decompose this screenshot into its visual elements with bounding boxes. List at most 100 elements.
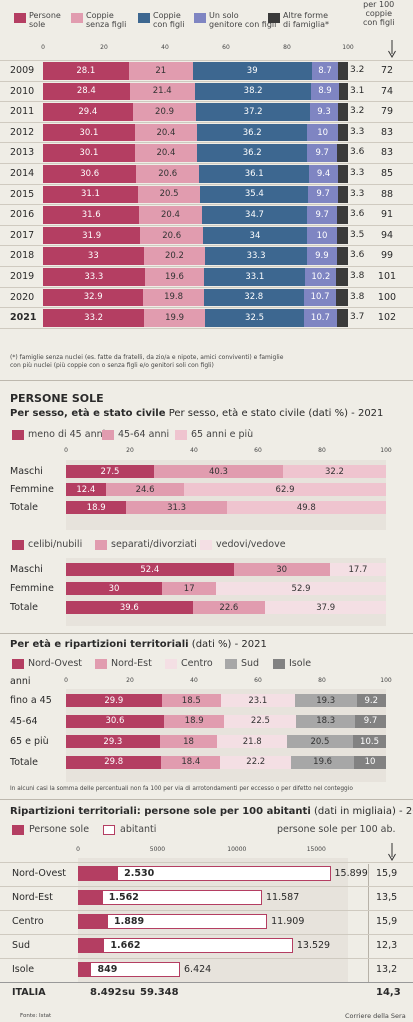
bar-segment: 8.9: [311, 82, 339, 101]
per100-value: 99: [380, 250, 394, 262]
bar-segment: 32.8: [203, 288, 304, 307]
bar-segment-altre: [337, 226, 348, 245]
bar-segment: 31.6: [43, 206, 140, 224]
legend-swatch: [14, 13, 26, 23]
bar-segment: 22.5: [224, 714, 297, 728]
bar-segment: 19.6: [291, 755, 354, 769]
category-label: Totale: [10, 756, 39, 768]
year-label: 2016: [10, 209, 35, 221]
bar-segment: 18.3: [296, 714, 355, 728]
bar-segment: 36.2: [197, 123, 308, 142]
bar-segment: 31.3: [126, 501, 227, 514]
bar-segment: 52.4: [66, 563, 234, 576]
category-label: Centro: [12, 916, 44, 927]
year-label: 2019: [10, 271, 35, 282]
year-label: 2014: [10, 168, 35, 179]
per100-value: 72: [380, 65, 394, 76]
bar-segment: 31.9: [43, 226, 141, 245]
bar-segment: 33.1: [204, 268, 306, 286]
row-rule: [0, 204, 413, 206]
bar-segment: 21: [128, 62, 193, 80]
bar-segment-altre: [336, 288, 348, 307]
per100-value: 102: [377, 312, 397, 324]
right-header: persone sole per 100 ab.: [277, 824, 396, 835]
bar-segment: 12.4: [66, 483, 106, 496]
tick-label: 100: [380, 677, 392, 684]
bar-segment: 10.5: [352, 735, 387, 748]
bar-segment: 20.4: [139, 206, 202, 224]
altre-value: 3.8: [350, 271, 365, 281]
legend-label: Coppie con figli: [153, 11, 185, 29]
year-label: 2013: [10, 147, 35, 159]
legend-swatch: [71, 13, 83, 23]
row-rule: [0, 80, 413, 82]
bar-segment: 19.9: [144, 309, 205, 327]
tick-label: 0: [41, 44, 45, 51]
tick-label: 60: [222, 44, 230, 51]
per100-value: 15,9: [376, 916, 398, 927]
per100-value: 74: [380, 85, 394, 97]
legend-label: Sud: [241, 658, 260, 669]
row-rule: [0, 142, 413, 144]
abitanti-value: 11.909: [271, 916, 305, 927]
bar-segment: 19.6: [144, 268, 205, 286]
bar-segment-altre: [337, 123, 348, 142]
altre-value: 3.6: [350, 250, 365, 261]
total-per100: 14,3: [376, 987, 401, 998]
row-rule: [0, 910, 413, 911]
people-title: Ripartizioni territoriali: persone sole …: [10, 806, 413, 817]
altre-value: 3.3: [350, 188, 365, 199]
row-rule: [0, 958, 413, 959]
bar-segment-altre: [337, 206, 348, 224]
bar-segment: 30.6: [66, 714, 164, 728]
row-rule: [0, 245, 413, 247]
bar-segment: 36.2: [197, 144, 308, 162]
total-abitanti: 59.348: [140, 987, 179, 998]
bar-segment: 9.7: [307, 144, 337, 162]
bar-segment-altre: [337, 165, 348, 183]
row-rule: [0, 163, 413, 164]
abitanti-value: 11.587: [266, 892, 300, 903]
bar-segment: 33.3: [43, 268, 145, 286]
tick-label: 20: [100, 44, 108, 51]
per100-value: 85: [380, 168, 394, 179]
tick-label: 5000: [149, 846, 166, 853]
bar-segment: 62.9: [184, 483, 386, 496]
altre-value: 3.6: [350, 209, 365, 220]
category-label: Nord-Ovest: [12, 868, 66, 879]
bar-segment: 10.2: [305, 268, 337, 286]
legend-swatch: [268, 13, 280, 23]
tick-label: 0: [76, 846, 80, 853]
legend-swatch: [95, 540, 107, 550]
tick-label: 80: [318, 447, 326, 454]
legend-swatch: [12, 825, 24, 835]
bar-segment: 30.1: [43, 144, 135, 162]
legend-swatch: [138, 13, 150, 23]
legend-swatch: [103, 825, 115, 835]
bar-segment: 18.9: [163, 714, 225, 728]
tick-label: 80: [283, 44, 291, 51]
legend-label: Un solo genitore con figli: [209, 11, 277, 29]
bar-abitanti: [78, 962, 181, 977]
tick-label: 60: [254, 677, 262, 684]
bar-segment: 9.2: [356, 694, 386, 707]
axis-label: anni: [10, 676, 31, 687]
bar-segment: 33.2: [43, 309, 145, 327]
category-label: 65 e più: [10, 736, 49, 747]
bar-segment: 9.4: [309, 165, 338, 183]
year-label: 2010: [10, 85, 35, 97]
altre-value: 3.8: [350, 291, 365, 302]
divider: [0, 380, 413, 381]
bar-segment: 52.9: [216, 582, 386, 595]
tick-label: 20: [126, 677, 134, 684]
bar-segment: 18: [159, 735, 218, 748]
category-label: Nord-Est: [12, 892, 53, 903]
legend-label: 65 anni e più: [191, 429, 254, 440]
bar-segment: 30.1: [43, 123, 135, 142]
year-label: 2015: [10, 188, 35, 200]
tick-label: 0: [64, 447, 68, 454]
per100-header: per 100 coppie con figli: [363, 0, 395, 27]
legend-label: Nord-Ovest: [28, 658, 82, 669]
bar-segment: 30: [233, 563, 330, 576]
divider: [0, 633, 413, 634]
